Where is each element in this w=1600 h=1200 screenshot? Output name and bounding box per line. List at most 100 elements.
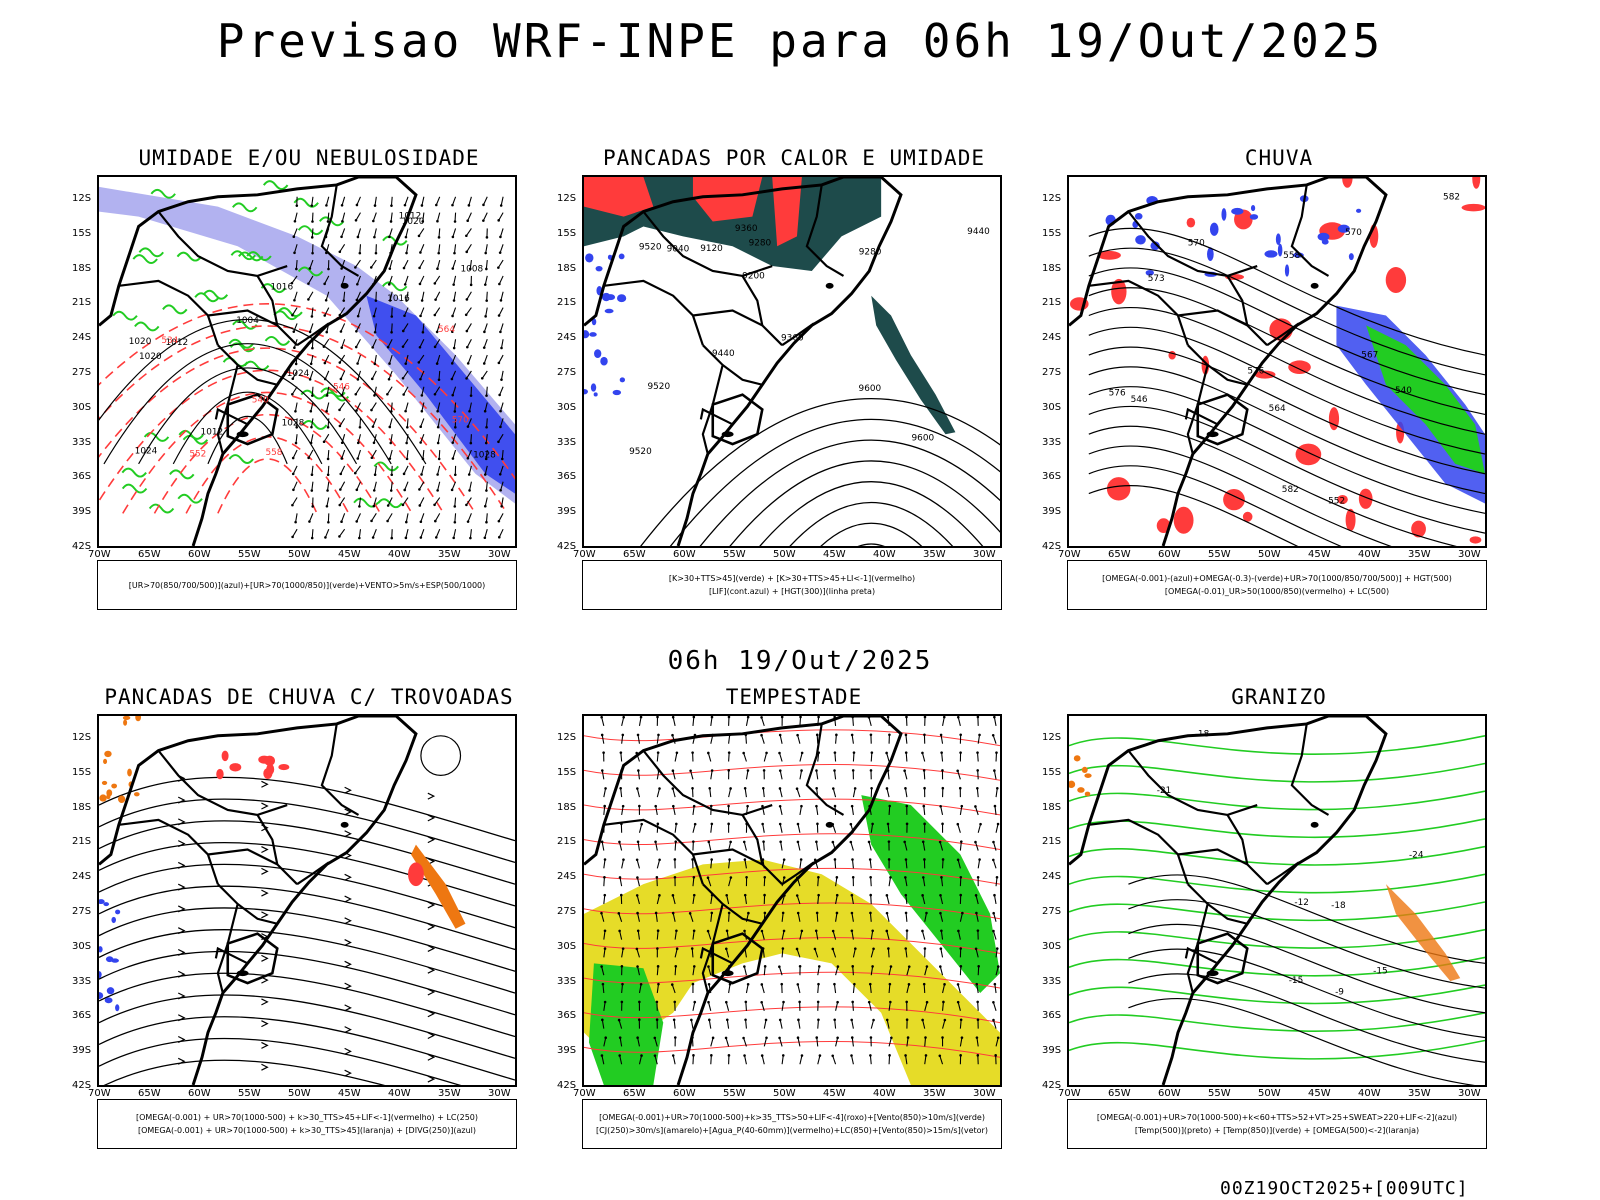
panel-legend: [UR>70(850/700/500)](azul)+[UR>70(1000/8… [97,560,517,610]
contour-value-label: 9360 [735,224,758,234]
latitude-tick-label: 12S [1042,732,1062,743]
latitude-tick-label: 39S [557,1045,577,1057]
page-title: Previsao WRF-INPE para 06h 19/Out/2025 [216,14,1384,68]
contour-value-label: 9520 [629,447,652,457]
contour-value-label: 9440 [712,349,735,359]
forecast-map: -12 -15 -18 -15 -18 -21 -24 -9 [1067,714,1487,1087]
contour-value-label: 1020 [402,217,425,227]
contour-value-label: -9 [1335,987,1344,997]
longitude-tick-label: 70W [88,1088,111,1099]
latitude-tick-label: 21S [1042,297,1062,309]
contour-value-label: 570 [1188,238,1205,248]
latitude-tick-label: 15S [557,227,577,239]
latitude-tick-label: 42S [557,1080,577,1091]
panel-title: PANCADAS DE CHUVA C/ TROVOADAS [104,685,514,709]
contour-value-label: 582 [1282,485,1299,495]
contour-value-label: 573 [1148,274,1165,284]
latitude-tick-label: 12S [1042,193,1062,204]
longitude-tick-label: 40W [873,1088,896,1099]
contour-value-label: 1012 [201,427,224,437]
panel-pancadas-calor: PANCADAS POR CALOR E UMIDADE 12S 15S 18S 21S… [549,146,1039,636]
panel-trovoadas: PANCADAS DE CHUVA C/ TROVOADAS 12S 15S 18S 2… [64,685,554,1175]
longitude-tick-label: 35W [1408,1088,1431,1099]
contour-value-label: 9280 [859,248,882,258]
contour-value-label: -24 [1409,851,1424,861]
panel-tempestade: TEMPESTADE 12S 15S 18S 21S 24S 27S 30S 33S 36S 39S… [549,685,1039,1175]
legend-line: [UR>70(850/700/500)](azul)+[UR>70(1000/8… [128,580,486,590]
latitude-tick-label: 33S [557,975,577,987]
longitude-tick-label: 65W [1108,549,1131,560]
longitude-tick-label: 50W [773,1088,796,1099]
contour-value-label: 558 [265,448,282,458]
contour-value-label: -15 [1373,966,1388,976]
panel-title: GRANIZO [1231,685,1327,709]
contour-value-label: 1024 [135,446,158,456]
panel-title: TEMPESTADE [725,685,863,709]
panel-chuva: CHUVA 12S 15S 18S 21S 24S 27S 30S 33S 36S 39S 42S 70… [1034,146,1524,636]
contour-value-label: 9600 [912,434,935,444]
longitude-tick-label: 30W [488,1088,511,1099]
contour-value-label: 1028 [282,419,305,429]
longitude-tick-label: 65W [138,549,161,560]
latitude-tick-label: 15S [1042,766,1062,778]
longitude-tick-label: 65W [1108,1088,1131,1099]
latitude-tick-label: 24S [72,332,92,344]
legend-line: [Temp(500)](preto) + [Temp(850)](verde) … [1134,1126,1420,1135]
latitude-tick-label: 18S [1042,801,1062,813]
longitude-tick-label: 60W [188,1088,211,1099]
latitude-tick-label: 42S [557,541,577,552]
latitude-tick-label: 39S [1042,506,1062,518]
contour-value-label: 1012 [166,338,189,348]
latitude-tick-label: 36S [1042,471,1062,483]
latitude-tick-label: 21S [557,297,577,309]
contour-value-label: -21 [1157,786,1172,796]
contour-value-label: 9120 [700,244,723,254]
contour-value-label: 552 [1328,496,1345,506]
latitude-tick-label: 30S [1042,401,1062,413]
longitude-tick-label: 40W [388,1088,411,1099]
longitude-tick-label: 45W [1308,1088,1331,1099]
panel-legend: [OMEGA(-0.001)+UR>70(1000-500)+k<60+TTS>… [1067,1099,1487,1149]
latitude-tick-label: 33S [1042,436,1062,448]
legend-line: [LIF](cont.azul) + [HGT(300)](linha pret… [708,587,876,596]
contour-value-label: -15 [1289,976,1304,986]
legend-line: [OMEGA(-0.01)_UR>50(1000/850)(vermelho) … [1164,587,1390,596]
longitude-tick-label: 30W [973,1088,996,1099]
contour-value-label: 564 [438,325,455,335]
latitude-tick-label: 36S [557,471,577,483]
contour-value-label: 1016 [387,294,410,304]
contour-value-label: 1008 [461,264,484,274]
contour-value-label: 570 [1345,228,1362,238]
contour-value-label: 1016 [270,282,293,292]
longitude-tick-label: 35W [438,1088,461,1099]
longitude-tick-label: 45W [338,549,361,560]
contour-value-label: 546 [333,382,350,392]
latitude-tick-label: 24S [1042,871,1062,883]
latitude-tick-label: 24S [1042,332,1062,344]
contour-value-label: 1020 [139,352,162,362]
contour-value-label: 9280 [749,238,772,248]
longitude-tick-label: 45W [1308,549,1331,560]
longitude-tick-label: 30W [1458,549,1481,560]
latitude-tick-label: 12S [72,732,92,743]
longitude-tick-label: 70W [1058,549,1081,560]
latitude-tick-label: 33S [72,436,92,448]
latitude-tick-label: 39S [72,1045,92,1057]
longitude-tick-label: 50W [288,1088,311,1099]
longitude-tick-label: 30W [1458,1088,1481,1099]
run-time-footer: 00Z19OCT2025+[009UTC] [1220,1178,1469,1199]
latitude-tick-label: 24S [72,871,92,883]
legend-line: [OMEGA(-0.001)-(azul)+OMEGA(-0.3)-(verde… [1102,574,1452,583]
latitude-tick-label: 33S [557,436,577,448]
latitude-tick-label: 39S [557,506,577,518]
forecast-map: 582 582 576 570 564 558 552 546 540 576 573 570 567 [1067,175,1487,548]
latitude-tick-label: 21S [557,836,577,848]
latitude-tick-label: 18S [72,262,92,274]
longitude-tick-label: 35W [923,1088,946,1099]
contour-value-label: 1024 [287,369,310,379]
latitude-tick-label: 18S [1042,262,1062,274]
contour-value-label: -12 [1294,898,1309,908]
latitude-tick-label: 30S [557,401,577,413]
legend-line: [OMEGA(-0.001) + UR>70(1000-500) + k>30_… [135,1113,479,1122]
forecast-map [582,714,1002,1087]
